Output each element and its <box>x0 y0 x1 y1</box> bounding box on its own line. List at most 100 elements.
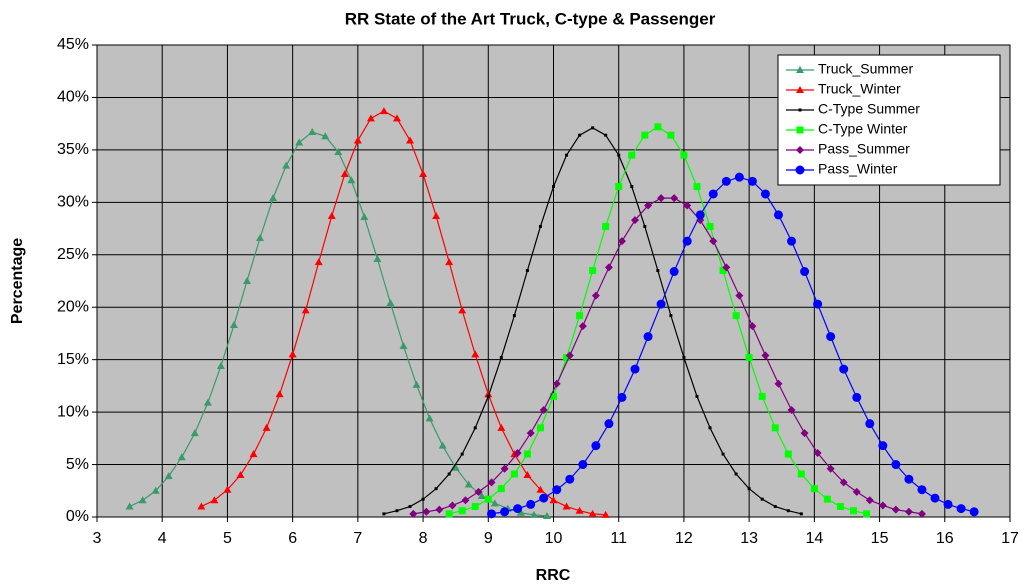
marker <box>395 509 399 513</box>
marker <box>719 267 727 275</box>
marker <box>891 460 901 470</box>
marker <box>682 236 692 246</box>
marker <box>386 299 395 307</box>
marker <box>408 505 412 509</box>
marker <box>288 350 297 358</box>
marker <box>525 269 529 273</box>
legend-label: Truck_Summer <box>818 61 914 77</box>
marker <box>773 505 777 509</box>
marker <box>591 291 600 300</box>
marker <box>536 424 544 432</box>
marker <box>800 429 809 438</box>
marker <box>262 423 271 431</box>
marker <box>865 496 874 505</box>
marker <box>460 452 464 456</box>
x-tick-label: 15 <box>871 530 889 547</box>
marker <box>484 495 492 503</box>
marker <box>800 267 810 277</box>
x-tick-label: 8 <box>419 530 428 547</box>
x-tick-label: 13 <box>740 530 758 547</box>
marker <box>487 509 497 519</box>
marker <box>451 463 460 471</box>
marker <box>630 185 634 189</box>
marker <box>708 426 712 430</box>
marker <box>591 441 601 451</box>
y-tick-label: 5% <box>66 456 89 473</box>
marker <box>151 486 160 494</box>
marker <box>484 390 493 398</box>
marker <box>787 406 796 415</box>
marker <box>197 502 206 510</box>
marker <box>813 299 823 309</box>
marker <box>917 509 926 518</box>
marker <box>798 108 802 112</box>
marker <box>695 394 699 398</box>
marker <box>438 441 447 449</box>
y-tick-label: 25% <box>57 246 89 263</box>
marker <box>138 496 147 504</box>
marker <box>615 183 623 191</box>
x-tick-label: 4 <box>158 530 167 547</box>
legend-box <box>777 54 1001 186</box>
marker <box>550 392 557 400</box>
marker <box>549 496 558 504</box>
marker <box>216 361 225 369</box>
marker <box>799 512 803 516</box>
marker <box>695 210 705 220</box>
marker <box>588 509 597 517</box>
marker <box>576 312 584 320</box>
marker <box>500 464 509 473</box>
marker <box>538 224 542 228</box>
marker <box>461 496 470 505</box>
marker <box>656 299 666 309</box>
marker <box>735 291 744 300</box>
marker <box>210 496 219 504</box>
marker <box>852 392 862 402</box>
marker <box>419 170 428 178</box>
y-tick-label: 20% <box>57 298 89 315</box>
marker <box>722 263 731 272</box>
marker <box>177 453 186 461</box>
marker <box>471 503 479 511</box>
marker <box>497 423 506 431</box>
marker <box>732 312 740 320</box>
marker <box>486 394 490 398</box>
marker <box>839 478 848 487</box>
marker <box>575 506 584 514</box>
marker <box>379 107 388 115</box>
marker <box>930 493 940 503</box>
marker <box>445 510 453 518</box>
y-tick-label: 10% <box>57 403 89 420</box>
marker <box>242 277 251 284</box>
marker <box>682 356 686 360</box>
x-tick-label: 9 <box>484 530 493 547</box>
marker <box>760 189 770 199</box>
x-tick-label: 16 <box>936 530 954 547</box>
marker <box>796 66 804 73</box>
marker <box>513 449 522 458</box>
marker <box>301 306 310 314</box>
marker <box>513 504 523 514</box>
x-tick-label: 7 <box>353 530 362 547</box>
chart-title: RR State of the Art Truck, C-type & Pass… <box>345 9 716 28</box>
x-tick-label: 6 <box>288 530 297 547</box>
legend-label: C-Type Winter <box>818 121 908 137</box>
marker <box>826 464 835 473</box>
marker <box>641 131 649 139</box>
marker <box>826 332 836 342</box>
marker <box>578 133 582 137</box>
marker <box>523 471 532 479</box>
marker <box>539 406 548 415</box>
marker <box>464 480 473 488</box>
marker <box>409 509 418 518</box>
marker <box>190 429 199 437</box>
marker <box>669 267 679 277</box>
marker <box>552 379 561 388</box>
marker <box>969 507 979 517</box>
marker <box>706 222 714 230</box>
marker <box>523 450 531 458</box>
marker <box>747 487 751 491</box>
marker <box>392 114 401 122</box>
marker <box>542 511 551 519</box>
